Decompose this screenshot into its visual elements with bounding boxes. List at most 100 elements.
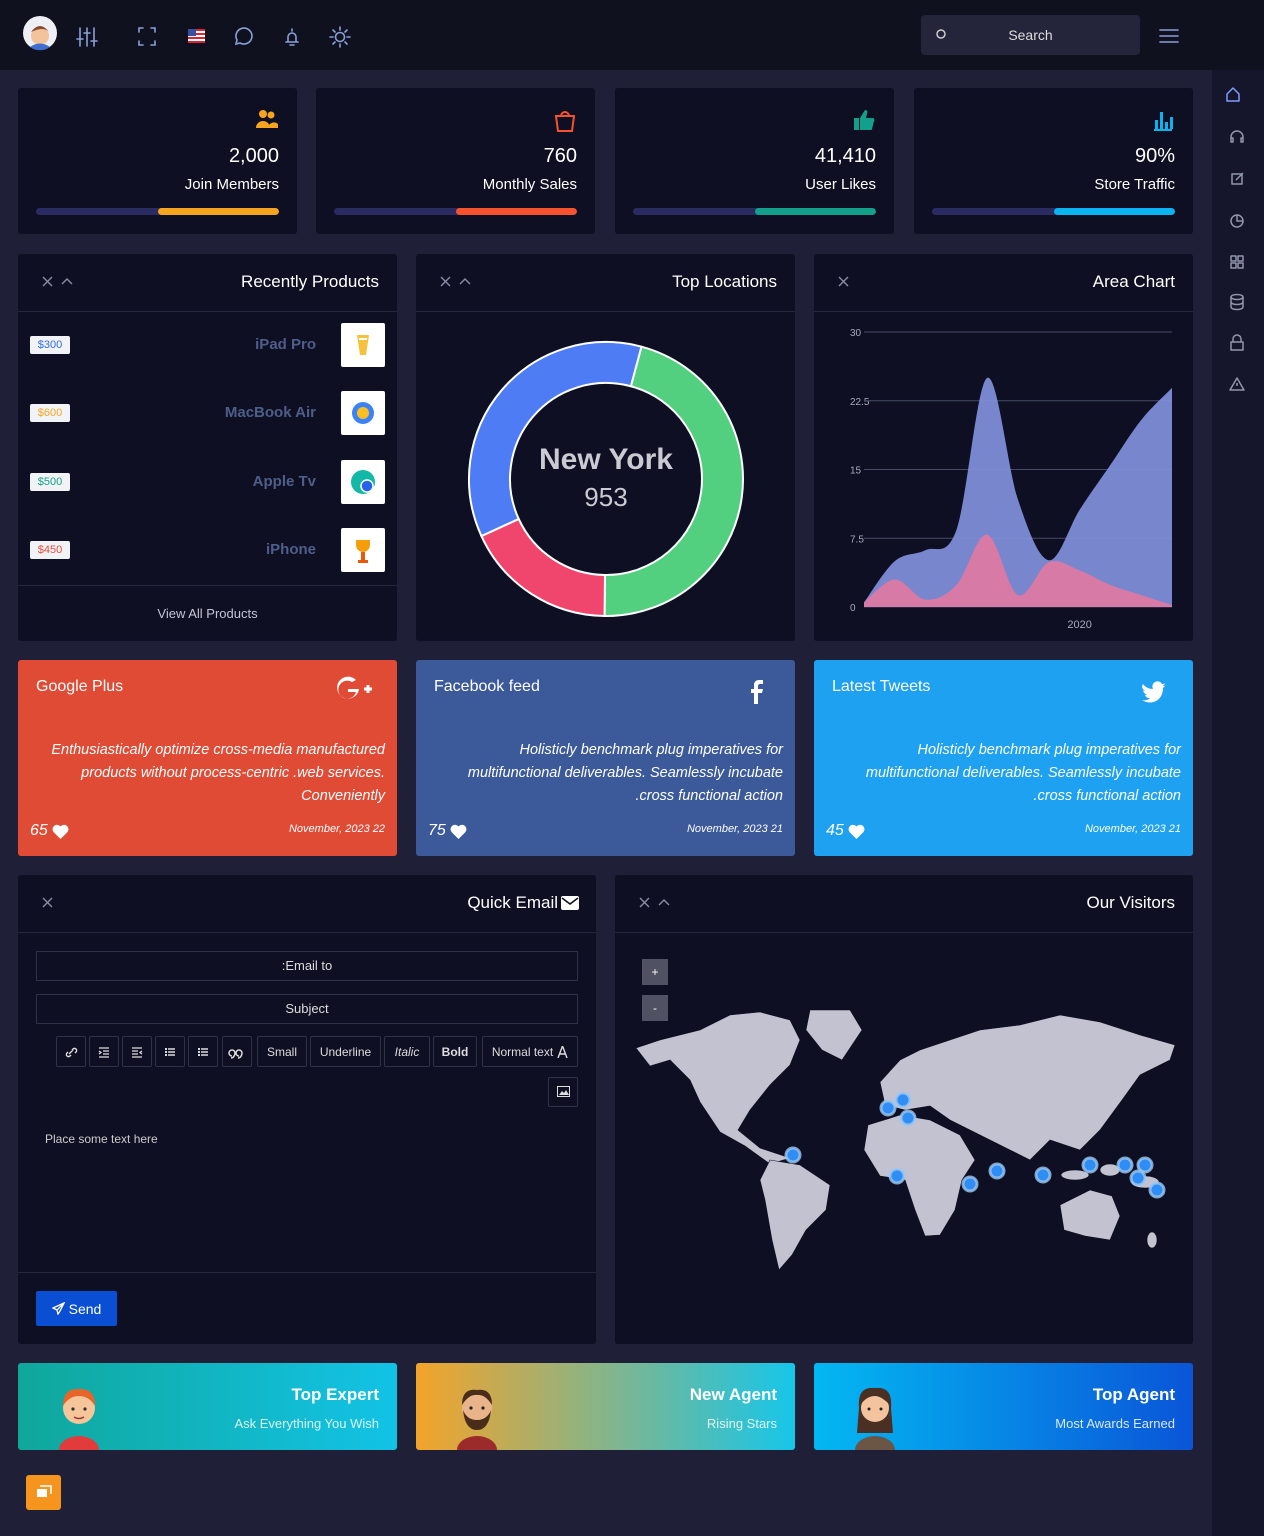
icon-shape [267, 111, 275, 119]
icon-shape [1229, 377, 1245, 391]
toolbar-button[interactable] [155, 1036, 185, 1067]
zoom-out-button[interactable]: - [642, 995, 668, 1021]
icon-shape [863, 1114, 976, 1237]
panel-header: Our Visitors [615, 875, 1193, 933]
product-thumb [341, 460, 385, 504]
area-series [864, 534, 1172, 607]
toolbar-label: Bold [441, 1044, 469, 1059]
icon-shape [76, 26, 1179, 48]
toolbar-button[interactable] [222, 1036, 252, 1067]
floating-button[interactable] [26, 1475, 61, 1510]
world-map [635, 1009, 1176, 1271]
email-to-input[interactable]: :Email to [36, 951, 578, 981]
icon-shape [838, 276, 849, 287]
icon-shape [285, 28, 299, 46]
toolbar-button[interactable]: Italic [384, 1036, 430, 1067]
send-button[interactable]: Send [36, 1291, 117, 1326]
promo-subtitle: Rising Stars [706, 1416, 777, 1431]
panel-title: Area Chart [1092, 272, 1175, 291]
icon-shape [358, 552, 368, 563]
panel-controls [639, 897, 670, 908]
panel-header: Recently Products [18, 254, 397, 312]
toolbar-button[interactable]: Underline [310, 1036, 381, 1067]
icon-shape [1230, 334, 1244, 351]
icon-shape [198, 1054, 200, 1056]
stat-value: 760 [543, 145, 577, 167]
icon-shape [63, 1392, 95, 1424]
post-date: November, 2023 21 [1084, 823, 1181, 835]
icon-shape [988, 1162, 1006, 1180]
view-all-link[interactable]: View All Products [157, 606, 258, 621]
promo-avatar [59, 1388, 99, 1450]
likes: 75 [428, 822, 467, 840]
product-name: Apple Tv [252, 473, 316, 490]
icon-shape [1165, 122, 1168, 129]
sidebar-icons [1226, 87, 1245, 391]
toolbar-button[interactable] [188, 1036, 218, 1067]
price-badge: $600 [30, 404, 70, 422]
icon-shape [861, 1394, 889, 1422]
price-badge: $300 [30, 336, 70, 354]
plane-shape [51, 1302, 65, 1315]
promo-avatar [855, 1387, 895, 1450]
heart-shape [848, 824, 865, 839]
icon-shape [188, 29, 205, 31]
toolbar-button[interactable]: Normal text [482, 1036, 578, 1067]
likes-count: 65 [30, 822, 48, 839]
stat-value: 2,000 [228, 145, 279, 167]
toolbar-button[interactable] [56, 1036, 86, 1067]
image-button[interactable] [548, 1077, 578, 1107]
donut-segment [603, 345, 744, 617]
toolbar-button[interactable] [89, 1036, 119, 1067]
panel-controls [838, 276, 849, 287]
donut-segment [468, 341, 643, 538]
icon-shape [1230, 293, 1244, 301]
donut-center-value: 953 [584, 482, 627, 512]
search-box[interactable]: Search [921, 15, 1140, 55]
social-title: Facebook feed [434, 678, 540, 695]
subject-input[interactable]: Subject [36, 994, 578, 1024]
editor-placeholder[interactable]: Place some text here [45, 1132, 158, 1146]
social-title: Google Plus [36, 678, 124, 695]
icon-shape [198, 1048, 200, 1050]
y-tick-label: 15 [850, 466, 862, 477]
social-title: Latest Tweets [832, 678, 931, 695]
divider [18, 585, 397, 586]
product-thumb [341, 323, 385, 367]
icon-shape [188, 33, 205, 35]
icon-shape [59, 1436, 99, 1450]
social-text: Enthusiastically optimize cross-media ma… [51, 742, 385, 804]
icon-shape [1159, 29, 1179, 43]
send-icon [51, 1302, 65, 1315]
toolbar-button[interactable] [122, 1036, 152, 1067]
toolbar-button[interactable]: Small [257, 1036, 307, 1067]
heart-icon [848, 824, 865, 839]
icon-shape [879, 1099, 897, 1117]
social-icon [337, 676, 372, 699]
toolbar-button[interactable]: Bold [433, 1036, 477, 1067]
icon-shape [63, 1388, 95, 1406]
icon-shape [459, 278, 471, 285]
panel-title: Quick Email [467, 893, 558, 912]
panel-header: Quick Email [18, 875, 596, 933]
zoom-in-button[interactable]: + [642, 959, 668, 985]
icon-shape [337, 676, 359, 699]
icon-shape [867, 1407, 871, 1411]
promo-card: New Agent Rising Stars [416, 1363, 795, 1450]
icon-shape [1226, 87, 1245, 391]
social-card: Facebook feed Holisticly benchmark plug i… [416, 660, 795, 856]
icon-shape [73, 1416, 85, 1420]
stat-label: Store Traffic [1094, 176, 1175, 193]
donut-center-label: New York [539, 443, 673, 476]
likes: 65 [30, 822, 69, 840]
icon-shape [188, 29, 196, 36]
send-label: Send [68, 1300, 102, 1317]
icon-shape [554, 111, 576, 132]
icon-shape [329, 26, 351, 48]
promo-title: New Agent [689, 1385, 777, 1404]
icon-shape [557, 1086, 570, 1097]
product-icon [351, 470, 375, 494]
toolbar-label: Small [266, 1044, 297, 1059]
price-badge: $450 [30, 541, 70, 559]
stat-label: Join Members [184, 176, 279, 193]
